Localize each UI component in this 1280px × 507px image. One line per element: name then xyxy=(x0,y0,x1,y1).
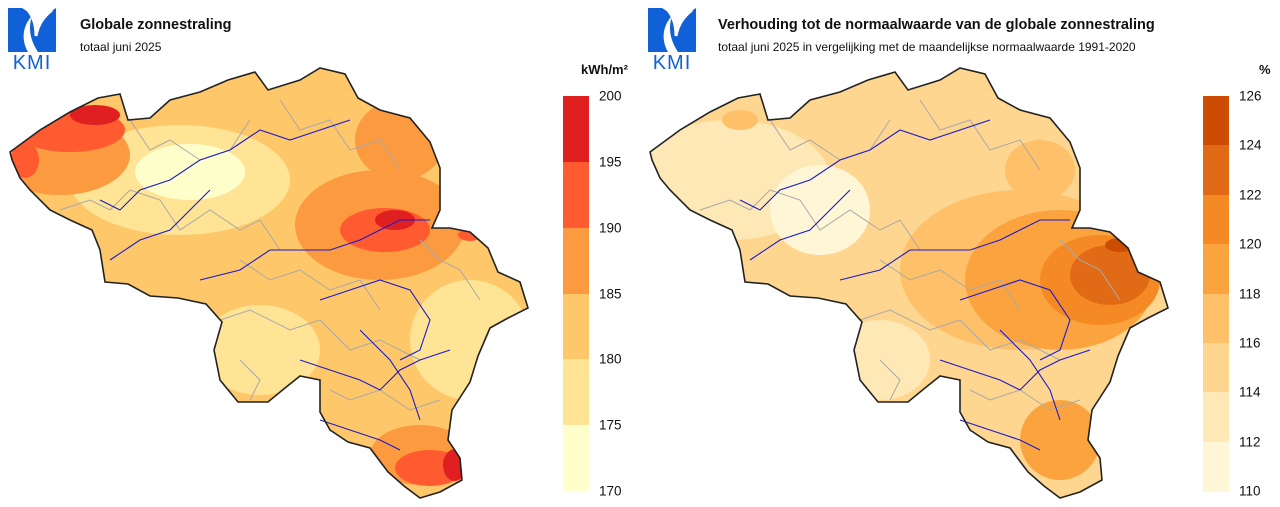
legend-tick-label: 185 xyxy=(599,286,622,301)
kmi-logo-text: KMI xyxy=(12,52,52,74)
kmi-logo-icon xyxy=(8,6,56,52)
panel-radiation-ratio: KMI Verhouding tot de normaalwaarde van … xyxy=(640,0,1280,507)
belgium-ratio-map xyxy=(649,67,1169,499)
legend-swatch xyxy=(1203,96,1229,146)
map-subtitle: totaal juni 2025 xyxy=(80,40,162,54)
legend-swatch xyxy=(563,96,589,163)
legend-unit: % xyxy=(1259,62,1271,77)
legend-unit: kWh/m² xyxy=(581,62,628,77)
kmi-logo: KMI xyxy=(646,6,698,74)
legend-tick-label: 120 xyxy=(1239,236,1262,252)
legend-tick-label: 122 xyxy=(1239,187,1262,203)
kmi-logo-text: KMI xyxy=(652,52,692,74)
legend-swatch xyxy=(1203,293,1229,344)
legend-tick-label: 116 xyxy=(1239,335,1261,351)
legend-swatch xyxy=(563,227,589,294)
legend-tick-label: 190 xyxy=(599,220,622,236)
legend-bar xyxy=(563,96,589,492)
kmi-logo: KMI xyxy=(6,6,58,74)
legend-tick-label: 110 xyxy=(1239,483,1261,499)
legend-swatch xyxy=(563,293,589,360)
legend-swatch xyxy=(1203,244,1229,294)
legend-tick-label: 195 xyxy=(599,154,622,170)
legend-swatch xyxy=(1203,145,1229,196)
panel-solar-radiation: KMI Globale zonnestraling totaal juni 20… xyxy=(6,6,628,499)
legend-swatch xyxy=(563,425,589,492)
legend-tick-label: 114 xyxy=(1239,384,1261,400)
legend-swatch xyxy=(563,359,589,426)
map-title: Globale zonnestraling xyxy=(80,17,232,33)
legend-swatch xyxy=(1203,194,1229,245)
legend-swatch xyxy=(1203,342,1229,393)
legend-tick-label: 175 xyxy=(599,417,622,433)
map-subtitle: totaal juni 2025 in vergelijking met de … xyxy=(718,40,1136,54)
legend-swatch xyxy=(563,161,589,229)
legend-swatch xyxy=(1203,392,1229,443)
map-title: Verhouding tot de normaalwaarde van de g… xyxy=(718,17,1155,33)
legend-tick-label: 180 xyxy=(599,351,622,367)
legend-tick-label: 126 xyxy=(1239,88,1262,104)
belgium-radiation-map xyxy=(9,67,529,499)
legend-swatch xyxy=(1203,441,1229,492)
legend-tick-label: 124 xyxy=(1239,137,1262,153)
legend-bar xyxy=(1203,96,1229,492)
legend-tick-label: 200 xyxy=(599,88,622,104)
legend-tick-label: 170 xyxy=(599,483,622,499)
legend-tick-label: 118 xyxy=(1239,286,1261,301)
legend-tick-label: 112 xyxy=(1239,434,1261,450)
kmi-logo-icon xyxy=(648,6,696,52)
